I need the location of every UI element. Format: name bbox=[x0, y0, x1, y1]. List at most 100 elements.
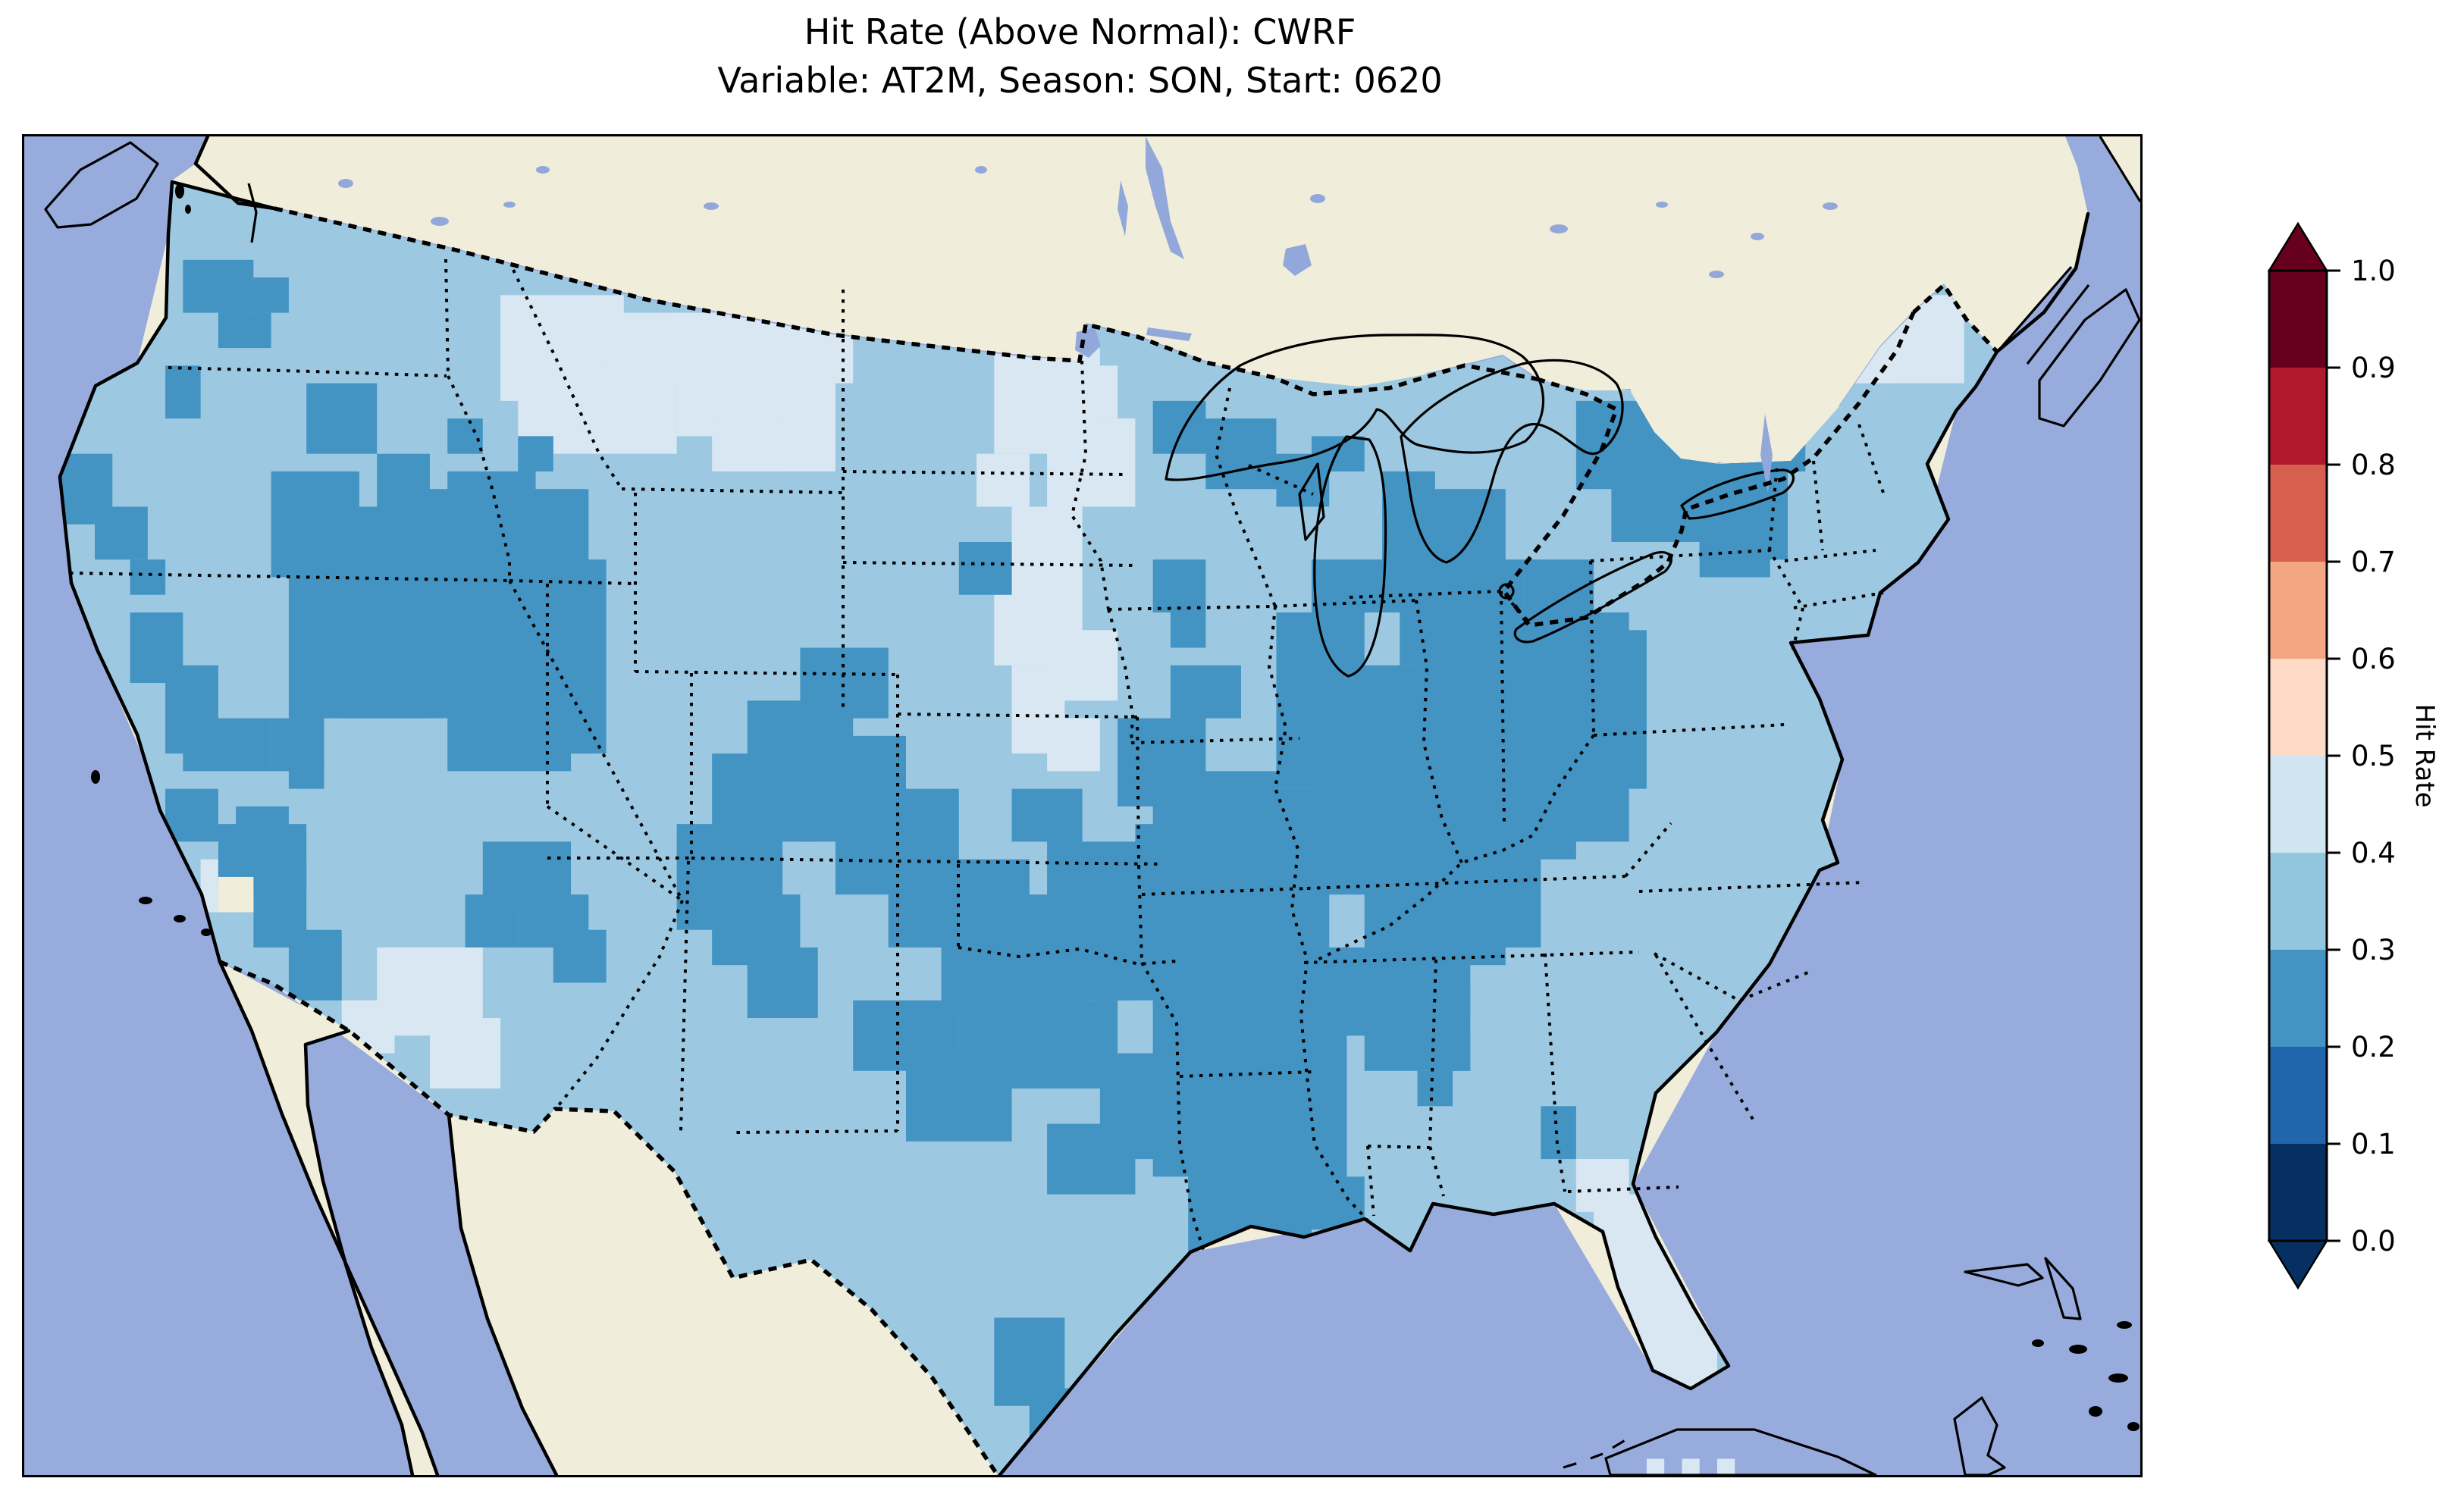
hit-rate-cell-0.2-0.3 bbox=[306, 383, 378, 454]
fundy-coastline bbox=[1994, 265, 2090, 365]
mexico-landmass bbox=[449, 1109, 998, 1475]
colorbar-tick-label-0.5: 0.5 bbox=[2351, 740, 2396, 772]
hit-rate-cell-0.4-0.5 bbox=[1047, 718, 1100, 772]
hit-rate-cell-0.2-0.3 bbox=[130, 559, 166, 595]
hit-rate-cell-0.2-0.3 bbox=[1240, 1018, 1347, 1142]
colorbar-tick-label-0.8: 0.8 bbox=[2351, 449, 2396, 481]
colorbar-tick-label-0.6: 0.6 bbox=[2351, 643, 2396, 675]
hit-rate-cell-0.4-0.5 bbox=[977, 453, 1030, 507]
atlantic-gulf-coastline bbox=[997, 349, 1999, 1475]
hit-rate-cell-0.4-0.5 bbox=[1575, 1159, 1629, 1212]
colorbar-tick-label-0.0: 0.0 bbox=[2351, 1225, 2396, 1258]
us-canada-border-lakes bbox=[1502, 311, 1916, 628]
us-mexico-border bbox=[218, 960, 1000, 1475]
hit-rate-cell-0.2-0.3 bbox=[1170, 612, 1206, 648]
hit-rate-cell-0.4-0.5 bbox=[429, 1018, 501, 1089]
cuba-island bbox=[1604, 1428, 1877, 1475]
baja-inner-coastline bbox=[303, 1029, 415, 1475]
hit-rate-cell-0.4-0.5 bbox=[518, 383, 589, 437]
baja-outer-coastline bbox=[218, 960, 440, 1475]
grand-bahama-island bbox=[1964, 1263, 2044, 1287]
hit-rate-cell-0.2-0.3 bbox=[165, 365, 201, 419]
colorbar-tick-label-0.9: 0.9 bbox=[2351, 352, 2396, 384]
colorbar: 1.0 0.9 0.8 0.7 0.6 0.5 0.4 0.3 0.2 0.1 0.0 bbox=[2244, 197, 2464, 1319]
hit-rate-cell-0.2-0.3 bbox=[1558, 630, 1647, 736]
nova-scotia-island bbox=[2038, 288, 2140, 428]
colorbar-label: Hit Rate bbox=[2409, 703, 2440, 808]
hit-rate-cell-0.2-0.3 bbox=[1135, 824, 1206, 895]
canada-lakes bbox=[338, 136, 1838, 493]
hit-rate-cell-0.2-0.3 bbox=[165, 788, 218, 842]
colorbar-segment-0.1-0.2 bbox=[2269, 1047, 2327, 1144]
hit-rate-cell-0.2-0.3 bbox=[1152, 559, 1206, 613]
florida-keys bbox=[1563, 1437, 1629, 1469]
hit-rate-cell-0.2-0.3 bbox=[958, 541, 1012, 595]
us-hit-rate-map bbox=[24, 136, 2140, 1475]
colorbar-tick-label-0.2: 0.2 bbox=[2351, 1031, 2396, 1063]
hit-rate-cell-0.2-0.3 bbox=[447, 418, 483, 454]
lake-erie bbox=[1513, 551, 1672, 644]
hit-rate-cell-0.2-0.3 bbox=[288, 929, 342, 1001]
green-bay bbox=[1298, 462, 1325, 541]
hit-rate-cell-0.2-0.3 bbox=[183, 718, 271, 772]
colorbar-under-arrow bbox=[2267, 1239, 2329, 1290]
island-shapes bbox=[91, 183, 2140, 1475]
hit-rate-cell-0.2-0.3 bbox=[958, 1000, 1118, 1089]
puget-sound-inlet bbox=[247, 183, 258, 243]
colorbar-over-arrow bbox=[2267, 221, 2329, 272]
andros-island bbox=[1953, 1396, 2006, 1475]
colorbar-tick-label-1.0: 1.0 bbox=[2351, 255, 2396, 287]
colorbar-svg: 1.0 0.9 0.8 0.7 0.6 0.5 0.4 0.3 0.2 0.1 0.0 bbox=[2267, 221, 2396, 1290]
hit-rate-cell-0.2-0.3 bbox=[1170, 665, 1241, 719]
colorbar-tick-label-0.3: 0.3 bbox=[2351, 934, 2396, 966]
hit-rate-cell-0.2-0.3 bbox=[1205, 418, 1277, 490]
hit-rate-cell-0.2-0.3 bbox=[183, 259, 254, 313]
hit-rate-cell-0.4-0.5 bbox=[712, 418, 783, 471]
hit-rate-cell-0.4-0.5 bbox=[1646, 1458, 1665, 1475]
hit-rate-cell-0.2-0.3 bbox=[377, 453, 430, 507]
map-panel bbox=[22, 134, 2143, 1477]
small-islets bbox=[91, 183, 2140, 1431]
hit-rate-cell-0.2-0.3 bbox=[1276, 612, 1365, 684]
hit-rate-cell-0.2-0.3 bbox=[447, 471, 536, 525]
lake-huron bbox=[1400, 359, 1624, 564]
hit-rate-cell-0.2-0.3 bbox=[465, 894, 519, 947]
gaspe-coastline bbox=[2099, 136, 2140, 202]
hit-rate-cell-0.2-0.3 bbox=[95, 506, 148, 560]
hit-rate-cell-0.2-0.3 bbox=[288, 753, 324, 789]
pacific-coastline bbox=[58, 180, 277, 964]
colorbar-segment-0.9-1.0 bbox=[2269, 271, 2327, 368]
colorbar-segment-0.4-0.5 bbox=[2269, 756, 2327, 853]
state-borders bbox=[69, 258, 1885, 1253]
hit-rate-cell-0.4-0.5 bbox=[1716, 1458, 1735, 1475]
hit-rate-cell-0.2-0.3 bbox=[1205, 947, 1294, 1036]
vancouver-island bbox=[44, 141, 159, 229]
puget-strait-coastline bbox=[193, 136, 277, 211]
canada-landmass bbox=[172, 136, 2088, 462]
colorbar-tick-label-0.7: 0.7 bbox=[2351, 546, 2396, 578]
hit-rate-data-keys bbox=[1646, 1458, 1735, 1475]
hit-rate-cell-0.2-0.3 bbox=[535, 559, 607, 754]
sonora-coastline bbox=[447, 1113, 559, 1475]
colorbar-tick-label-0.4: 0.4 bbox=[2351, 837, 2396, 869]
colorbar-tick-label-0.1: 0.1 bbox=[2351, 1128, 2396, 1160]
hit-rate-cell-0.4-0.5 bbox=[1064, 365, 1118, 419]
hit-rate-cell-0.2-0.3 bbox=[800, 647, 889, 719]
us-canada-border-maine bbox=[1912, 283, 1998, 353]
hit-rate-cell-0.2-0.3 bbox=[253, 277, 289, 313]
international-borders bbox=[218, 206, 1998, 1475]
hit-rate-cell-0.2-0.3 bbox=[1011, 788, 1083, 842]
hit-rate-cell-0.2-0.3 bbox=[1417, 1070, 1453, 1107]
hit-rate-cell-0.2-0.3 bbox=[1434, 859, 1541, 947]
colorbar-segment-0.5-0.6 bbox=[2269, 659, 2327, 756]
us-canada-border-west bbox=[274, 206, 1538, 396]
hit-rate-cell-0.4-0.5 bbox=[1047, 418, 1136, 507]
hit-rate-cell-0.2-0.3 bbox=[1047, 1123, 1136, 1195]
lake-superior bbox=[1165, 334, 1545, 481]
title-line-2: Variable: AT2M, Season: SON, Start: 0620 bbox=[717, 60, 1443, 101]
new-brunswick-coastline bbox=[1995, 211, 2090, 354]
hit-rate-cell-0.2-0.3 bbox=[1311, 559, 1383, 613]
colorbar-segment-0.2-0.3 bbox=[2269, 950, 2327, 1047]
abaco-island bbox=[2044, 1257, 2082, 1320]
hit-rate-cell-0.2-0.3 bbox=[747, 947, 818, 1018]
